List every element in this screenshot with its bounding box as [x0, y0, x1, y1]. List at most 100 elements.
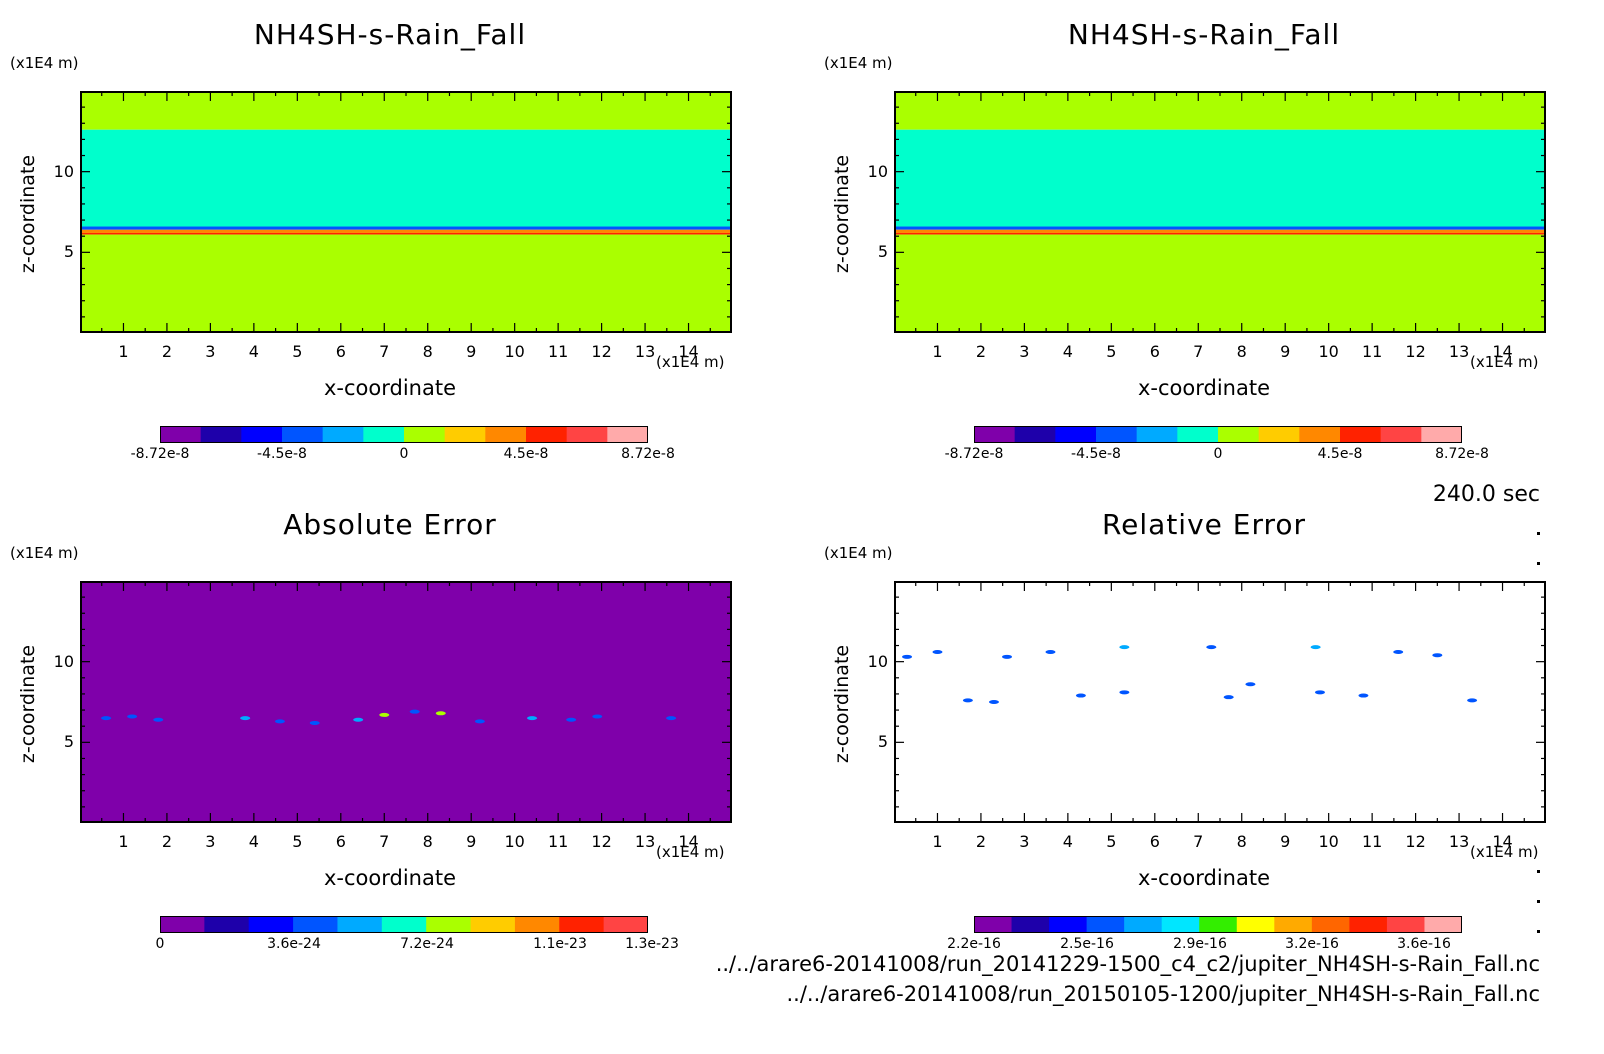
- x-tick-label: 2: [975, 342, 987, 361]
- x-tick-label: 6: [335, 342, 346, 361]
- colorbar-segment: [1049, 916, 1088, 933]
- file-path-1: ../../arare6-20141008/run_20141229-1500_…: [715, 952, 1540, 976]
- x-tick-label: 11: [547, 832, 569, 851]
- colorbar-segment: [1199, 916, 1238, 933]
- x-tick-label: 12: [591, 342, 612, 361]
- x-tick-label: 4: [248, 342, 259, 361]
- x-tick-label: 13: [634, 832, 656, 851]
- colorbar-segment: [559, 916, 605, 933]
- z-unit-label: (x1E4 m): [824, 544, 893, 562]
- panel-bottom-right: Relative Error (x1E4 m) z-coordinate (x1…: [814, 490, 1594, 970]
- error-spot: [1358, 693, 1369, 698]
- x-tick-label: 9: [1280, 832, 1291, 851]
- error-spot: [1002, 654, 1013, 659]
- colorbar-segment: [444, 426, 486, 443]
- time-label: 240.0 sec: [1432, 482, 1540, 507]
- field-band: [894, 232, 1546, 235]
- colorbar-segment: [363, 426, 405, 443]
- error-spot: [1245, 682, 1256, 687]
- error-spot: [240, 716, 251, 721]
- plot-area: [80, 91, 732, 333]
- error-spot: [1206, 645, 1217, 650]
- colorbar-segment: [1258, 426, 1300, 443]
- x-tick-label: 1: [932, 342, 943, 361]
- colorbar-segment: [200, 426, 242, 443]
- x-tick-label: 1: [932, 832, 943, 851]
- colorbar-tick-label: -4.5e-8: [1071, 446, 1121, 462]
- colorbar-segment: [1424, 916, 1462, 933]
- panel-top-right: NH4SH-s-Rain_Fall (x1E4 m) z-coordinate …: [814, 0, 1594, 480]
- x-unit-label: (x1E4 m): [1470, 843, 1539, 861]
- margin-dot: [1537, 562, 1540, 565]
- x-tick-label: 13: [1448, 342, 1470, 361]
- x-tick-label: 3: [1019, 832, 1030, 851]
- colorbar-tick-label: 3.6e-24: [267, 936, 321, 952]
- colorbar-segment: [526, 426, 568, 443]
- chart-title: NH4SH-s-Rain_Fall: [253, 18, 527, 51]
- x-tick-label: 5: [292, 342, 303, 361]
- colorbar-segment: [974, 916, 1013, 933]
- colorbar-segment: [1421, 426, 1462, 443]
- colorbar-segment: [603, 916, 648, 933]
- error-spot: [379, 712, 390, 717]
- colorbar-segment: [1011, 916, 1050, 933]
- colorbar-segment: [404, 426, 446, 443]
- error-spot: [1432, 653, 1443, 658]
- x-tick-label: 13: [634, 342, 656, 361]
- x-tick-label: 11: [547, 342, 569, 361]
- x-tick-label: 8: [422, 342, 433, 361]
- x-tick-label: 7: [1193, 832, 1204, 851]
- colorbar-segment: [1274, 916, 1313, 933]
- x-axis-label: x-coordinate: [323, 376, 456, 400]
- error-spot: [127, 714, 138, 719]
- colorbar: [160, 916, 648, 933]
- y-tick-label: 10: [867, 651, 888, 671]
- colorbar-segment: [204, 916, 250, 933]
- x-tick-label: 2: [975, 832, 987, 851]
- x-tick-label: 7: [379, 832, 390, 851]
- error-spot: [101, 716, 112, 721]
- colorbar-tick-label: 2.9e-16: [1173, 936, 1227, 952]
- error-spot: [666, 716, 677, 721]
- colorbar-segment: [1380, 426, 1422, 443]
- colorbar-segment: [1311, 916, 1350, 933]
- colorbar-tick-label: 1.1e-23: [533, 936, 587, 952]
- colorbar-segment: [282, 426, 324, 443]
- field-band: [894, 129, 1546, 227]
- error-spot: [1393, 649, 1404, 654]
- y-tick-label: 10: [53, 161, 74, 181]
- x-unit-label: (x1E4 m): [656, 843, 725, 861]
- error-spot: [153, 717, 164, 722]
- error-spot: [902, 654, 913, 659]
- colorbar-segment: [974, 426, 1016, 443]
- x-tick-label: 7: [379, 342, 390, 361]
- x-tick-label: 12: [1405, 832, 1426, 851]
- y-axis-label: z-coordinate: [17, 154, 39, 274]
- colorbar-segment: [322, 426, 364, 443]
- margin-dot: [1537, 930, 1540, 933]
- x-tick-label: 10: [504, 832, 525, 851]
- colorbar-segment: [1340, 426, 1382, 443]
- x-tick-label: 3: [205, 342, 216, 361]
- y-tick-label: 5: [63, 732, 74, 752]
- panel-top-left: NH4SH-s-Rain_Fall (x1E4 m) z-coordinate …: [0, 0, 780, 480]
- error-spot: [1119, 645, 1130, 650]
- z-unit-label: (x1E4 m): [10, 544, 79, 562]
- x-tick-label: 9: [466, 342, 477, 361]
- colorbar-segment: [607, 426, 648, 443]
- plot-area: [894, 581, 1546, 823]
- error-spot: [435, 711, 446, 716]
- error-spot: [1314, 690, 1325, 695]
- field-band: [80, 234, 732, 333]
- x-tick-label: 5: [292, 832, 303, 851]
- error-spot: [962, 698, 973, 703]
- y-tick-label: 5: [877, 732, 888, 752]
- colorbar-segment: [160, 916, 205, 933]
- y-tick-label: 10: [867, 161, 888, 181]
- colorbar-segment: [426, 916, 472, 933]
- error-spot: [1045, 649, 1056, 654]
- colorbar-tick-label: 0: [1213, 446, 1223, 462]
- error-spot: [932, 649, 943, 654]
- x-tick-label: 8: [1236, 832, 1247, 851]
- field-band: [894, 229, 1546, 233]
